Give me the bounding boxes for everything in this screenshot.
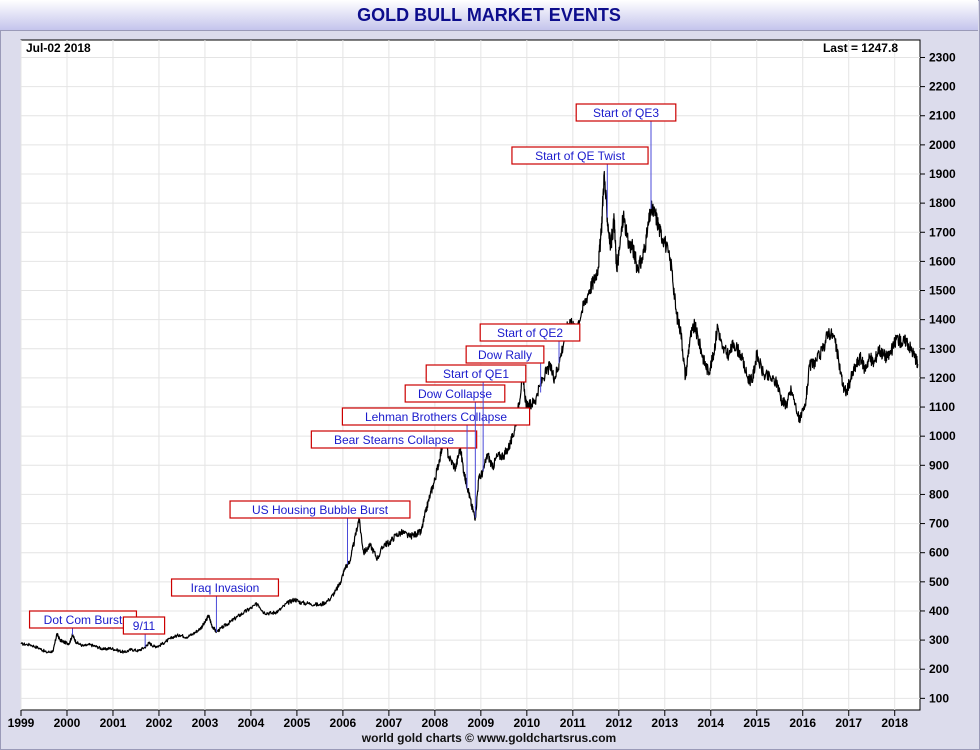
y-tick-label: 400	[929, 604, 949, 618]
annotations: Dot Com Burst 9/11 Iraq Invasion US Housing…	[28, 103, 677, 648]
annotation-label: 9/11	[133, 619, 156, 633]
x-tick-label: 2016	[789, 716, 816, 730]
y-tick-label: 2000	[929, 138, 956, 152]
x-tick-label: 2003	[192, 716, 219, 730]
annotation-box	[575, 103, 677, 122]
annotation-label: Start of QE2	[497, 326, 563, 340]
x-tick-label: 2014	[697, 716, 724, 730]
y-tick-label: 1900	[929, 167, 956, 181]
y-tick-label: 1000	[929, 429, 956, 443]
x-tick-label: 2010	[513, 716, 540, 730]
annotation-box	[425, 364, 527, 383]
annotation-box	[404, 384, 506, 403]
y-tick-label: 600	[929, 546, 949, 560]
x-tick-label: 2017	[835, 716, 862, 730]
grid	[20, 40, 920, 710]
x-axis: 1999 2000 2001 2002 2003 2004 2005 2006 2007 2008…	[8, 710, 908, 730]
annotation-box	[170, 578, 280, 597]
annotation-box	[465, 345, 545, 364]
y-tick-label: 2300	[929, 50, 956, 64]
last-price-label: Last = 1247.8	[823, 41, 898, 55]
annotation-box	[122, 616, 166, 635]
x-tick-label: 2018	[881, 716, 908, 730]
x-tick-label: 2004	[238, 716, 265, 730]
y-tick-label: 1100	[929, 400, 955, 414]
x-tick-label: 2000	[54, 716, 81, 730]
gold-price-line	[20, 170, 919, 654]
y-tick-label: 800	[929, 487, 949, 501]
y-tick-label: 2100	[929, 109, 956, 123]
annotation-label: Start of QE1	[443, 367, 509, 381]
x-tick-label: 2012	[605, 716, 632, 730]
x-tick-label: 2007	[376, 716, 403, 730]
annotation-label: Iraq Invasion	[191, 581, 260, 595]
x-tick-label: 2013	[651, 716, 678, 730]
x-tick-label: 2008	[422, 716, 449, 730]
footer-credit: world gold charts © www.goldchartsrus.co…	[361, 731, 617, 745]
annotation-box	[229, 500, 411, 519]
annotation-box	[479, 323, 581, 342]
y-tick-label: 100	[929, 691, 949, 705]
annotation-label: Bear Stearns Collapse	[334, 433, 454, 447]
y-tick-label: 300	[929, 633, 949, 647]
y-tick-label: 1300	[929, 342, 956, 356]
y-tick-label: 500	[929, 575, 949, 589]
annotation-label: Dow Collapse	[418, 387, 492, 401]
chart-title: GOLD BULL MARKET EVENTS	[357, 5, 621, 25]
annotation-box	[310, 430, 478, 449]
y-tick-label: 1200	[929, 371, 956, 385]
annotation-box	[511, 146, 649, 165]
y-tick-label: 1600	[929, 254, 956, 268]
y-tick-label: 1400	[929, 313, 956, 327]
annotation-label: US Housing Bubble Burst	[252, 503, 389, 517]
annotation-label: Dow Rally	[478, 348, 532, 362]
x-tick-label: 2011	[560, 716, 586, 730]
annotation-label: Start of QE3	[593, 106, 659, 120]
y-tick-label: 700	[929, 517, 949, 531]
annotation-label: Start of QE Twist	[535, 149, 625, 163]
y-tick-label: 900	[929, 458, 949, 472]
x-tick-label: 2009	[467, 716, 494, 730]
y-tick-label: 1800	[929, 196, 956, 210]
annotation-label: Dot Com Burst	[44, 613, 123, 627]
x-tick-label: 2006	[330, 716, 357, 730]
y-tick-label: 1500	[929, 284, 956, 298]
series-group	[20, 170, 919, 654]
x-tick-label: 2005	[284, 716, 311, 730]
title-bar: GOLD BULL MARKET EVENTS	[0, 0, 978, 31]
x-tick-label: 2015	[743, 716, 770, 730]
y-axis: 100 200 300 400 500 600 700 800 900 1000 1100 1200 1…	[920, 50, 956, 705]
x-tick-label: 1999	[8, 716, 35, 730]
x-tick-label: 2002	[146, 716, 173, 730]
date-label: Jul-02 2018	[26, 41, 91, 55]
x-tick-label: 2001	[100, 716, 127, 730]
y-tick-label: 1700	[929, 225, 956, 239]
annotation-label: Lehman Brothers Collapse	[365, 410, 507, 424]
y-tick-label: 200	[929, 662, 949, 676]
y-tick-label: 2200	[929, 80, 956, 94]
